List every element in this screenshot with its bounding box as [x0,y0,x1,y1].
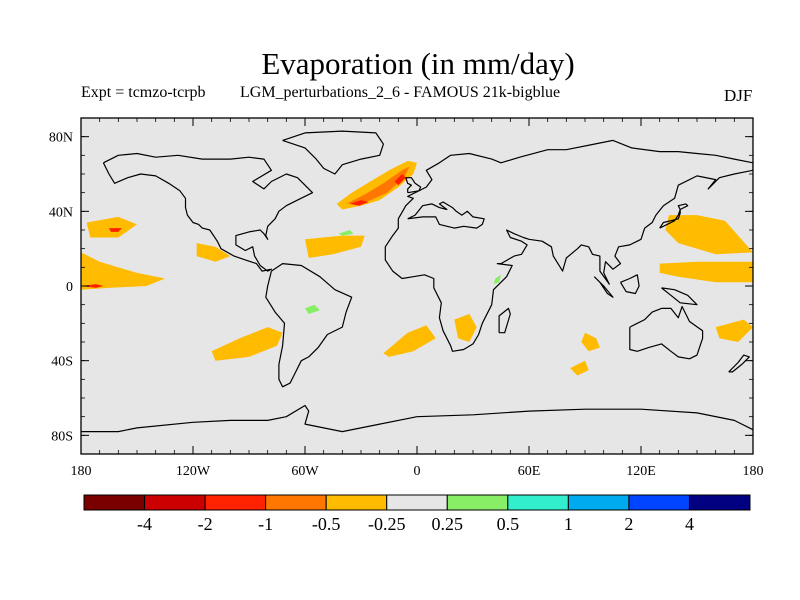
new-guinea-coast [661,287,698,306]
colorbar-label: -2 [198,514,213,534]
west-pacific-anomaly [665,215,753,255]
y-tick-label: 0 [66,280,73,295]
colorbar-label: 2 [624,514,633,534]
antarctica-coast [81,404,753,433]
x-tick-label: 120W [176,464,211,479]
season-label: DJF [724,86,753,105]
atlantic-green-2 [305,304,320,314]
south-america-coast [265,263,353,388]
colorbar-swatch [204,494,267,511]
south-atlantic-anomaly [211,327,283,361]
x-tick-label: 0 [414,464,421,479]
y-tick-label: 80S [51,429,73,444]
australia-coast [629,305,704,360]
colorbar-label: -4 [137,514,152,534]
x-tick-label: 180 [71,464,92,479]
atlantic-green-1 [338,230,354,236]
x-tick-label: 60W [291,464,319,479]
colorbar-swatch [507,494,569,511]
indian-east-anomaly [581,332,600,352]
y-tick-label: 80N [49,131,73,146]
africa-green [493,274,501,285]
mozambique-anomaly [454,314,477,342]
colorbar-label: -0.5 [312,514,341,534]
colorbar-swatch [265,494,327,511]
new-zealand-coast [728,354,750,373]
great-britain-coast [405,177,422,194]
central-america-anomaly [196,243,231,262]
colorbar-swatch [325,494,388,511]
map-title: Evaporation (in mm/day) [261,46,575,81]
run-label: LGM_perturbations_2_6 - FAMOUS 21k-bigbl… [240,84,561,101]
y-tick-label: 40S [51,355,73,370]
colorbar-label: 1 [564,514,573,534]
east-pacific-anomaly-red [81,284,104,288]
east-pacific-anomaly [81,252,165,290]
tropical-pacific-anomaly [659,261,753,283]
east-pacific-anomaly-red-2 [109,228,123,232]
north-atlantic-anomaly [336,160,417,210]
colorbar-label: -0.25 [368,514,406,534]
colorbar: -4 -2 -1 -0.5 -0.25 0.25 0.5 1 2 4 [83,494,751,534]
indian-ocean-anomaly [383,325,436,357]
colorbar-label: -1 [258,514,273,534]
anomaly-regions [81,160,753,376]
experiment-label: Expt = tcmzo-tcrpb [81,84,206,101]
x-tick-label: 120E [626,464,656,479]
north-atlantic-anomaly-peak [349,200,369,206]
greenland-coast [282,130,384,175]
mediterranean-coast [407,201,485,229]
madagascar-coast [498,307,511,334]
north-atlantic-anomaly-core [346,166,410,204]
colorbar-label: 0.25 [432,514,464,534]
colorbar-swatch [83,494,146,511]
australia-anomaly [715,319,753,342]
y-tick-label: 40N [49,205,73,220]
colorbar-swatch [446,494,509,511]
australia-south-anomaly [570,360,589,376]
colorbar-label: 4 [685,514,694,534]
colorbar-swatch [386,494,448,511]
colorbar-label: 0.5 [497,514,520,534]
indonesia-coast [593,276,614,298]
borneo-coast [619,274,640,295]
north-america-coast [102,152,314,272]
colorbar-swatch [567,494,630,511]
colorbar-swatch [628,494,690,511]
x-tick-label: 60E [518,464,541,479]
eurasia-africa-coast [384,139,753,352]
coastlines [81,130,753,433]
x-tick-label: 180 [743,464,764,479]
colorbar-swatch [688,494,751,511]
east-pacific-anomaly-north [86,216,137,238]
map-background [81,118,753,454]
japan-coast [659,203,689,229]
colorbar-swatch [144,494,206,511]
north-atlantic-anomaly-peak-2 [394,174,406,186]
axis-ticks: 180 120W 60W 0 60E 120E 180 80N 40N 0 40S 80S [49,117,764,479]
subtropical-atlantic-anomaly [305,235,365,258]
